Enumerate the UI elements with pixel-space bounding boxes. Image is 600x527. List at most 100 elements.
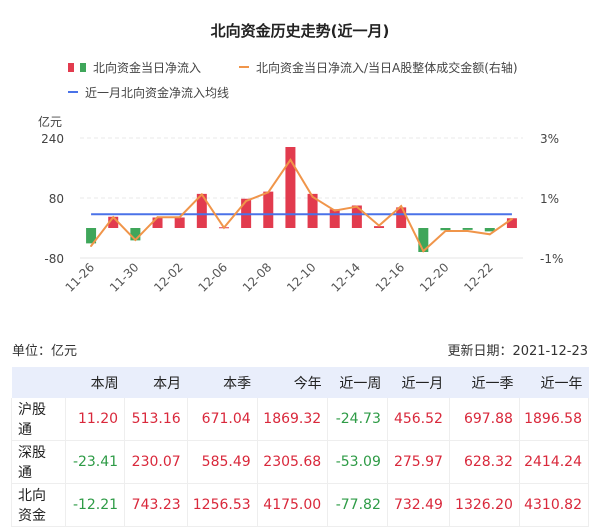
row-label: 北向资金: [10, 483, 67, 527]
table-cell: -24.73: [327, 398, 388, 441]
ratio-point: [112, 216, 115, 219]
bar: [263, 191, 274, 228]
legend-label: 近一月北向资金净流入均线: [85, 85, 229, 100]
unit-label: 单位：亿元: [12, 344, 78, 359]
table-row: 深股通 -23.41 230.07 585.49 2305.68 -53.09 275.97…: [10, 440, 590, 484]
table-cell: 1326.20: [449, 483, 520, 527]
table-cell: 4175.00: [257, 483, 329, 527]
ratio-point: [267, 191, 270, 194]
table-cell: 697.88: [449, 398, 520, 441]
table-cell: 1896.58: [519, 398, 590, 441]
column-header: [11, 367, 66, 398]
bar: [329, 209, 340, 228]
ratio-point: [466, 230, 469, 232]
x-tick-label: 12-08: [240, 260, 275, 295]
table-cell: -77.82: [327, 483, 388, 527]
table-cell: 743.23: [124, 483, 188, 527]
bar: [108, 216, 119, 228]
bar: [174, 217, 185, 228]
ratio-point: [245, 200, 248, 202]
ratio-point: [378, 224, 381, 227]
table-cell: 671.04: [187, 398, 258, 441]
bar: [374, 226, 385, 228]
x-tick-label: 11-30: [107, 260, 142, 295]
legend-label: 北向资金当日净流入: [93, 60, 201, 75]
bar: [152, 217, 163, 228]
ratio-point: [90, 245, 93, 247]
ratio-point: [289, 158, 292, 161]
table-cell: 628.32: [449, 440, 520, 484]
table-cell: 585.49: [187, 440, 258, 484]
row-label: 深股通: [10, 440, 67, 484]
bar: [86, 228, 97, 244]
table-cell: -53.09: [327, 440, 388, 484]
y-tick-label: 80: [49, 192, 64, 206]
x-tick-label: 12-20: [417, 260, 452, 295]
x-tick-label: 12-06: [196, 260, 231, 295]
table-row: 沪股通 11.20 513.16 671.04 1869.32 -24.73 456.52 6…: [10, 398, 590, 441]
column-header: 今年: [257, 367, 328, 398]
table-cell: 456.52: [387, 398, 450, 441]
legend-label: 北向资金当日净流入/当日A股整体成交金额(右轴): [256, 60, 518, 75]
ratio-point: [200, 193, 203, 196]
column-header: 近一周: [327, 367, 388, 398]
y2-tick-label: -1%: [540, 252, 563, 266]
bar: [440, 228, 451, 231]
flow-table: 本周 本月 本季 今年 近一周 近一月 近一季 近一年 沪股通 11.20 513.16 671.0…: [10, 367, 590, 527]
bar: [285, 147, 296, 228]
column-header: 本周: [65, 367, 125, 398]
y2-tick-label: 3%: [540, 132, 559, 146]
column-header: 近一月: [387, 367, 450, 398]
bar: [484, 228, 495, 232]
x-tick-label: 11-26: [63, 260, 98, 295]
bar: [418, 228, 429, 252]
table-cell: 1256.53: [187, 483, 258, 527]
ratio-line: [90, 158, 513, 253]
legend-swatch-neg: [80, 63, 86, 72]
bar: [351, 205, 362, 228]
chart: 北向资金历史走势(近一月) 北向资金当日净流入 北向资金当日净流入/当日A股整体成交…: [38, 22, 563, 295]
x-tick-label: 12-02: [151, 260, 186, 295]
table-cell: -23.41: [65, 440, 126, 484]
x-tick-label: 12-14: [328, 260, 363, 295]
x-tick-label: 12-10: [284, 260, 319, 295]
legend-swatch-pos: [68, 63, 74, 72]
table-cell: 230.07: [124, 440, 188, 484]
table-row: 北向资金 -12.21 743.23 1256.53 4175.00 -77.82 732.…: [10, 483, 590, 527]
ratio-point: [444, 230, 447, 232]
column-header: 本月: [124, 367, 188, 398]
column-header: 本季: [187, 367, 258, 398]
table-cell: 732.49: [387, 483, 450, 527]
ratio-point: [488, 233, 491, 236]
ratio-point: [156, 216, 159, 219]
table-cell: 1869.32: [257, 398, 329, 441]
bar: [396, 207, 407, 228]
table-cell: 2305.68: [257, 440, 329, 484]
bar: [130, 228, 141, 241]
y2-tick-label: 1%: [540, 192, 559, 206]
ratio-point: [355, 205, 358, 208]
table-cell: 275.97: [387, 440, 450, 484]
row-label: 沪股通: [10, 398, 67, 441]
y-tick-label: -80: [44, 252, 64, 266]
table-cell: 4310.82: [519, 483, 590, 527]
bar: [462, 228, 473, 230]
update-date: 更新日期：2021-12-23: [447, 344, 588, 359]
table-cell: 513.16: [124, 398, 188, 441]
bar: [307, 193, 318, 228]
chart-title: 北向资金历史走势(近一月): [211, 22, 390, 40]
ratio-point: [178, 216, 181, 219]
ratio-point: [311, 195, 314, 198]
x-tick-label: 12-16: [373, 260, 408, 295]
ratio-point: [422, 250, 425, 253]
ratio-point: [400, 205, 403, 208]
ratio-point: [333, 209, 336, 212]
table-cell: -12.21: [65, 483, 126, 527]
bar: [196, 193, 207, 228]
y-tick-label: 240: [41, 132, 64, 146]
table-cell: 11.20: [65, 398, 126, 441]
column-header: 近一季: [449, 367, 520, 398]
ratio-point: [510, 218, 513, 220]
ratio-point: [222, 226, 225, 229]
ratio-point: [134, 239, 137, 241]
